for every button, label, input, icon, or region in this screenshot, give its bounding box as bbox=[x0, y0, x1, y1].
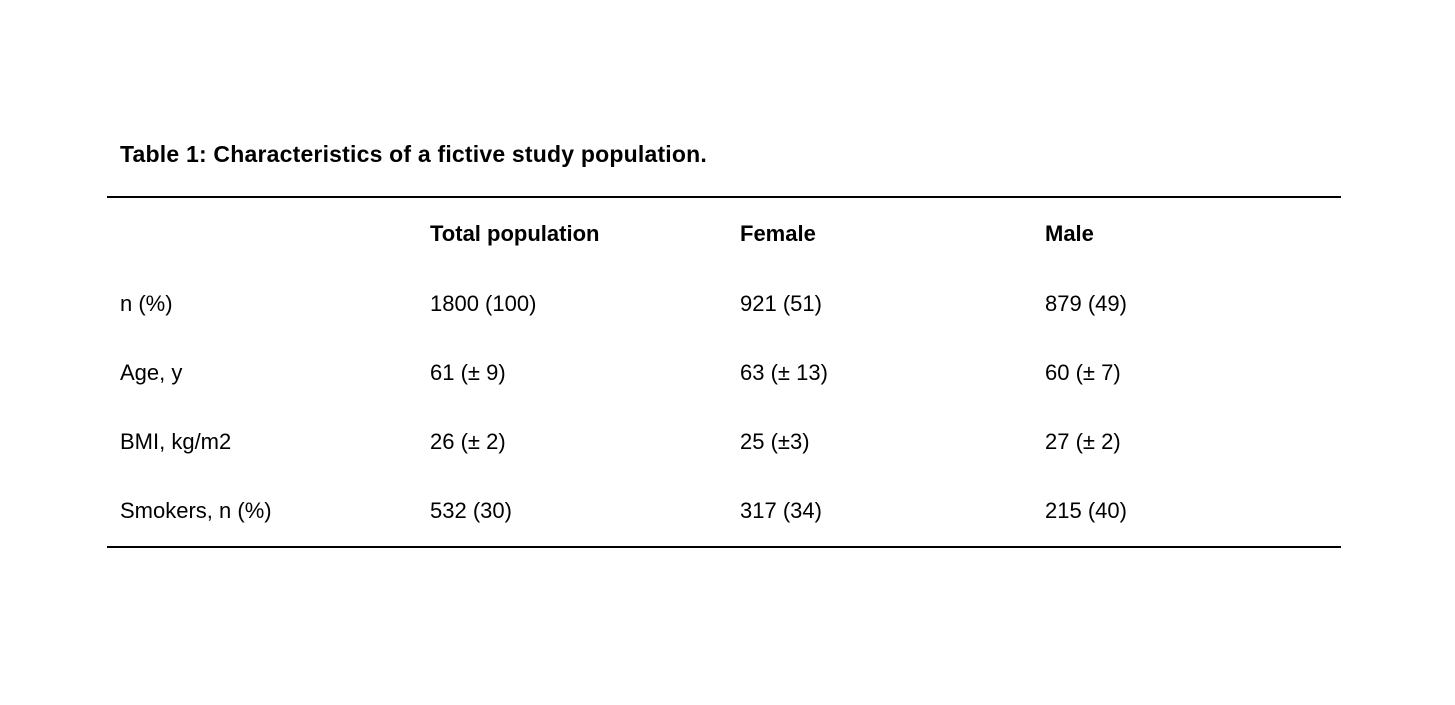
cell-smokers-female: 317 (34) bbox=[740, 498, 822, 524]
column-header-female: Female bbox=[740, 220, 816, 246]
table-header-row: Total population Female Male bbox=[107, 198, 1341, 270]
cell-bmi-female: 25 (±3) bbox=[740, 429, 810, 455]
table-caption: Table 1: Characteristics of a fictive st… bbox=[120, 141, 707, 167]
characteristics-table: Total population Female Male n (%) 1800 … bbox=[107, 196, 1341, 548]
cell-n-total: 1800 (100) bbox=[430, 291, 537, 317]
cell-n-female: 921 (51) bbox=[740, 291, 822, 317]
column-header-male: Male bbox=[1045, 220, 1094, 246]
row-label-n: n (%) bbox=[120, 291, 173, 317]
cell-smokers-total: 532 (30) bbox=[430, 498, 512, 524]
row-label-bmi: BMI, kg/m2 bbox=[120, 429, 232, 455]
table-row-age: Age, y 61 (± 9) 63 (± 13) 60 (± 7) bbox=[107, 339, 1341, 408]
table-row-n: n (%) 1800 (100) 921 (51) 879 (49) bbox=[107, 270, 1341, 339]
row-label-age: Age, y bbox=[120, 360, 183, 386]
cell-age-total: 61 (± 9) bbox=[430, 360, 506, 386]
row-label-smokers: Smokers, n (%) bbox=[120, 498, 272, 524]
cell-n-male: 879 (49) bbox=[1045, 291, 1127, 317]
table-row-bmi: BMI, kg/m2 26 (± 2) 25 (±3) 27 (± 2) bbox=[107, 408, 1341, 477]
table-row-smokers: Smokers, n (%) 532 (30) 317 (34) 215 (40… bbox=[107, 477, 1341, 546]
cell-bmi-total: 26 (± 2) bbox=[430, 429, 506, 455]
cell-smokers-male: 215 (40) bbox=[1045, 498, 1127, 524]
column-header-total-population: Total population bbox=[430, 220, 600, 246]
cell-age-female: 63 (± 13) bbox=[740, 360, 828, 386]
cell-age-male: 60 (± 7) bbox=[1045, 360, 1121, 386]
cell-bmi-male: 27 (± 2) bbox=[1045, 429, 1121, 455]
